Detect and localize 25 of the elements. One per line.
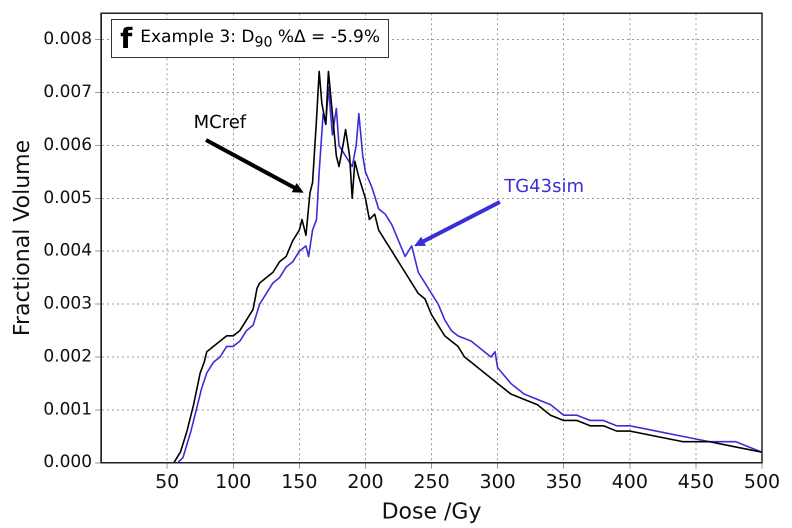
x-tick-label: 450 (678, 471, 714, 494)
y-tick-label: 0.004 (43, 240, 92, 261)
x-tick-label: 300 (479, 471, 516, 494)
text: Example 3: D$_{90}$ %Δ = -5.9% (140, 26, 380, 50)
x-tick-label: 400 (612, 471, 648, 494)
y-tick-label: 0.006 (43, 134, 92, 155)
x-tick-label: 50 (155, 471, 180, 494)
annotation: f (120, 22, 132, 56)
y-tick-label: 0.008 (43, 29, 92, 50)
x-axis-title: Dose /Gy (382, 500, 482, 525)
y-tick-label: 0.001 (43, 399, 92, 420)
y-axis-title: Fractional Volume (10, 140, 35, 336)
y-tick-label: 0.007 (43, 82, 92, 102)
x-tick-label: 150 (281, 471, 318, 494)
x-tick-label: 350 (546, 471, 582, 494)
text: MCref (194, 112, 246, 134)
y-tick-label: 0.005 (43, 188, 92, 208)
y-tick-label: 0.000 (43, 452, 92, 472)
text: TG43sim (504, 176, 584, 197)
y-tick-label: 0.002 (43, 346, 92, 366)
x-tick-label: 500 (744, 471, 780, 494)
x-tick-label: 200 (347, 471, 384, 494)
x-tick-label: 250 (413, 471, 450, 494)
x-tick-label: 100 (215, 471, 252, 494)
y-tick-label: 0.003 (43, 294, 92, 314)
